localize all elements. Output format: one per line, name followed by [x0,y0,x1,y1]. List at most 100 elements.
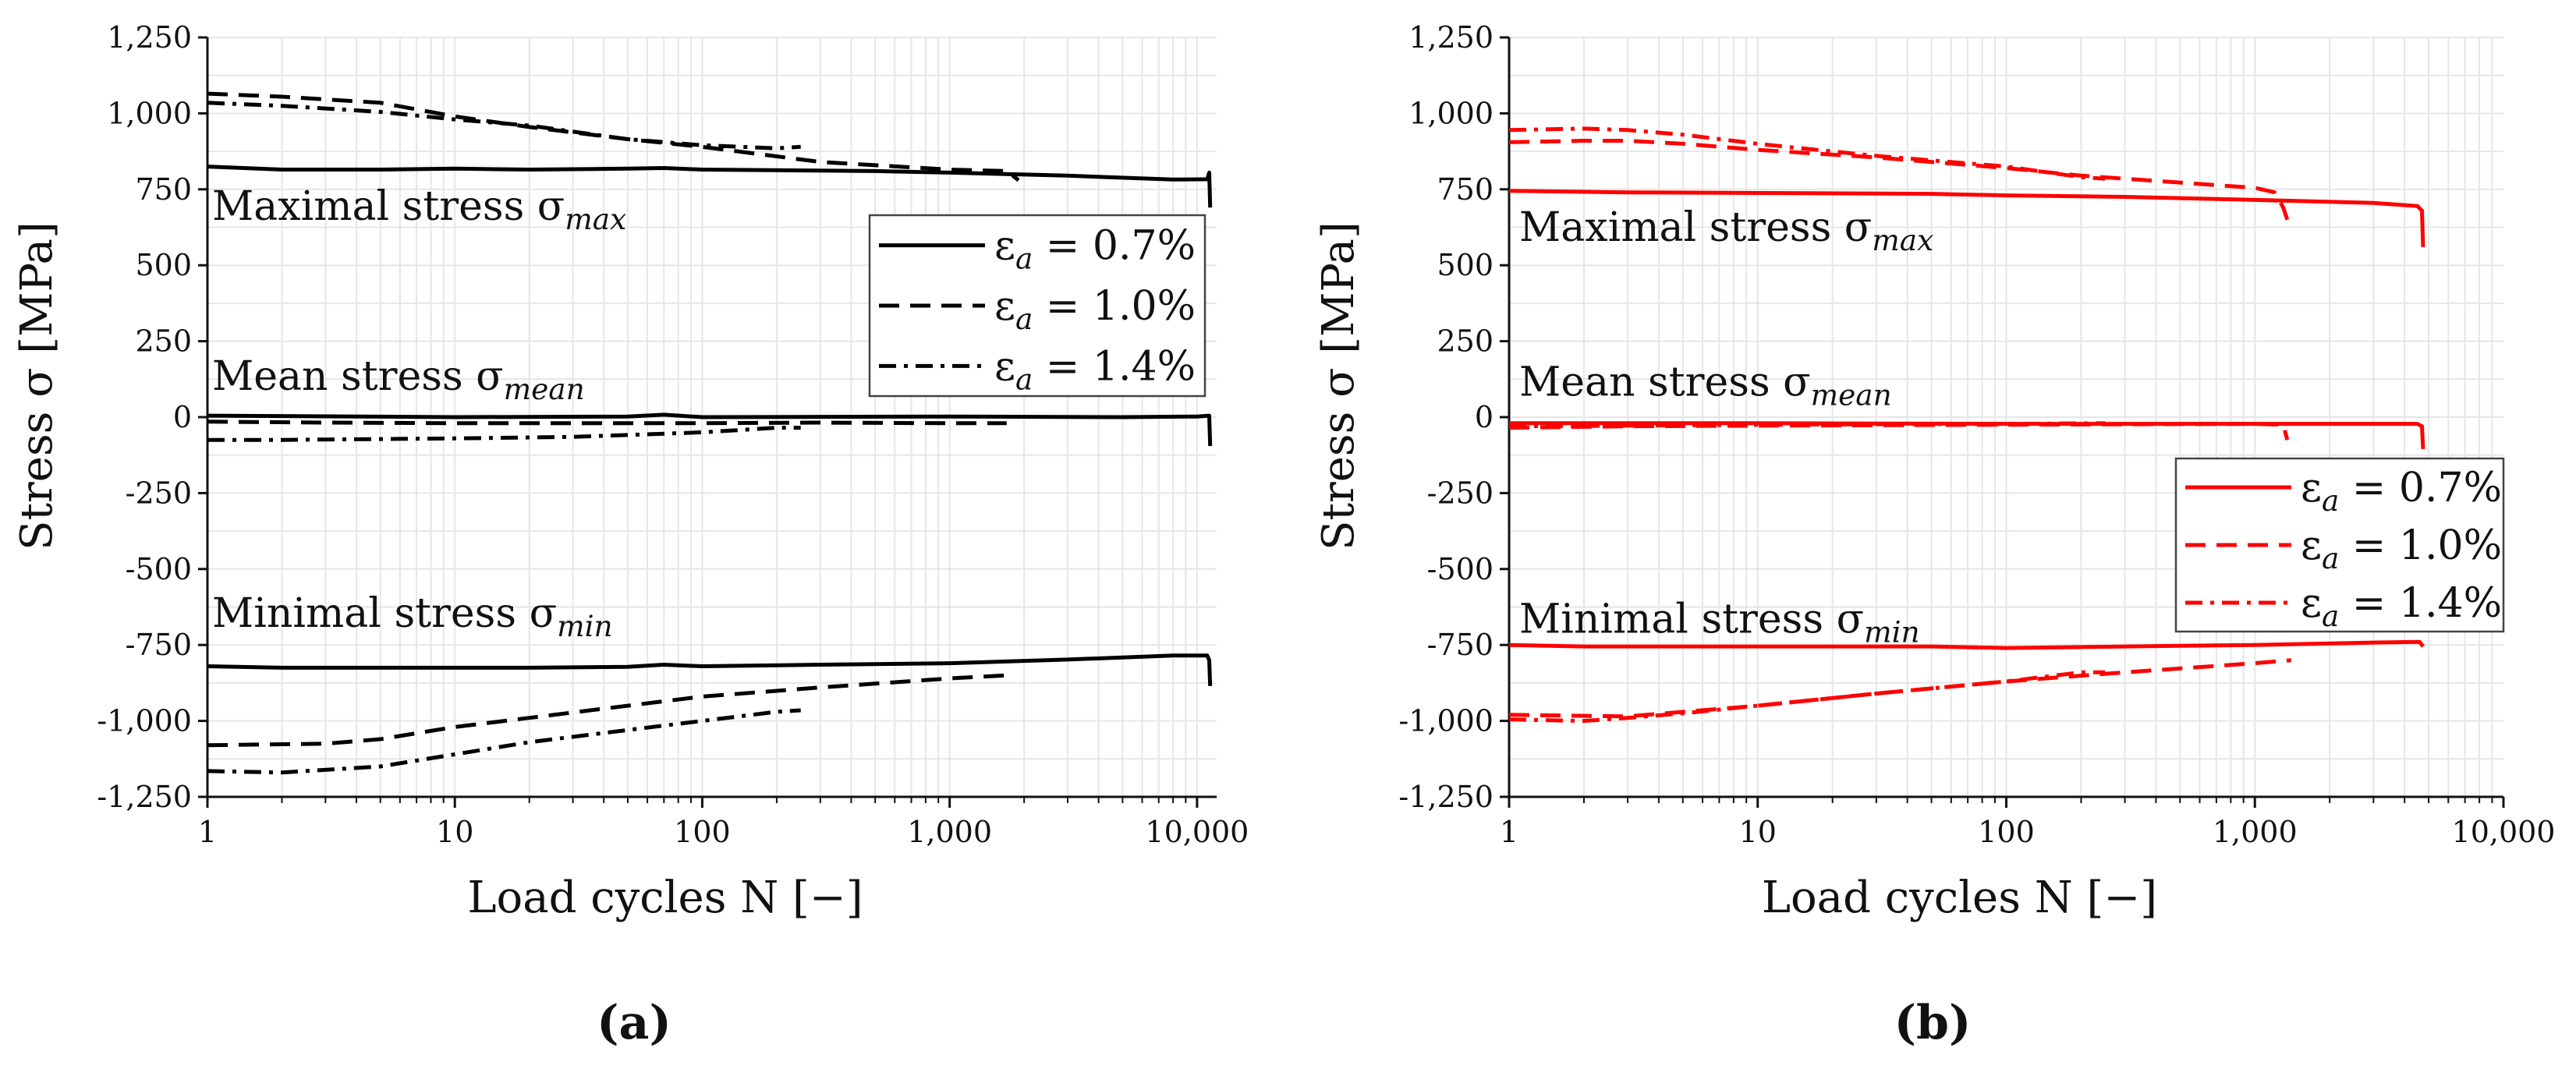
legend-entry-2-main: ε [2301,580,2322,627]
y-tick-label: -1,000 [1398,704,1494,738]
x-tick-label: 10 [436,815,473,849]
y-tick-label: -1,250 [1398,780,1494,814]
annotation-mean: Mean stress σmean [212,353,585,406]
annotation-min: Minimal stress σmin [212,590,613,643]
x-tick-label: 10,000 [2452,815,2556,849]
legend-entry-1-tail: = 1.0% [1033,283,1196,330]
panel-label: (a) [597,996,671,1050]
legend-entry-1-sub: a [1015,302,1033,336]
grid [1508,37,2503,798]
y-tick-label: -250 [126,476,192,510]
y-tick-label: 750 [135,172,192,207]
y-tick-label: 500 [135,248,192,282]
y-tick-label: -250 [1427,476,1494,510]
legend-entry-2: εa = 1.4% [994,343,1196,396]
y-tick-label: 750 [1437,172,1494,207]
chart-panel-b: 1,250 1,000 750 500 250 0 -250 -500 -750 -1,000 -1… [1313,20,2555,1050]
y-axis-label: Stress σ [MPa] [1313,221,1364,550]
legend-entry-1-sub: a [2322,541,2339,575]
x-tick-label: 1 [1500,815,1518,849]
legend-entry-0-main: ε [994,223,1015,270]
legend: εa = 0.7%εa = 1.0%εa = 1.4% [2174,457,2505,633]
x-tick-label: 1,000 [2213,815,2298,849]
series-line-1-4-max [1508,126,2106,181]
legend-entry-2-main: ε [994,343,1015,390]
annotation-max-sub: max [565,202,626,236]
series-line-1-0-min [207,673,1007,748]
x-tick-label: 100 [1978,815,2035,849]
annotation-min-sub: min [557,609,613,643]
annotation-mean-main: Mean stress σ [1519,359,1811,406]
y-tick-label: 250 [135,324,192,359]
annotation-min-sub: min [1864,615,1920,649]
legend-entry-0: εa = 0.7% [994,223,1196,276]
y-tick-label: -1,250 [97,780,192,814]
legend-entry-0-tail: = 0.7% [2339,465,2502,511]
series-line-0-7-max [207,165,1213,208]
annotation-max-main: Maximal stress σ [1519,204,1872,251]
legend-entry-0-tail: = 0.7% [1033,223,1196,270]
y-tick-label: 0 [173,400,192,434]
y-tick-label: 1,250 [107,20,192,55]
series-line-0-7-min [1508,639,2425,650]
series-line-1-0-min [1508,658,2292,719]
y-tick-label: 500 [1437,248,1494,282]
annotation-max-main: Maximal stress σ [212,183,565,230]
legend: εa = 0.7%εa = 1.0%εa = 1.4% [868,214,1207,398]
series-line-1-4-min [1508,670,2106,724]
x-tick-label: 1,000 [907,815,992,849]
y-tick-label: 1,250 [1408,20,1494,55]
legend-entry-1-main: ε [2301,522,2322,569]
x-axis-label: Load cycles N [−] [1762,872,2157,923]
x-tick-label: 10 [1739,815,1777,849]
annotation-max: Maximal stress σmax [1519,204,1933,257]
series-line-1-4-mean [207,426,801,442]
annotation-mean-main: Mean stress σ [212,353,504,400]
y-tick-label: 1,000 [107,96,192,130]
legend-entry-2: εa = 1.4% [2301,580,2502,633]
legend-entry-2-tail: = 1.4% [2339,580,2502,627]
series-line-1-4-max [207,101,801,150]
x-tick-label: 1 [198,815,217,849]
series-line-0-7-max [1508,189,2425,247]
y-tick-label: -500 [126,552,192,586]
legend-entry-2-sub: a [1015,362,1033,396]
series-line-1-0-max [207,91,1020,182]
legend-entry-0-sub: a [2322,483,2339,518]
y-tick-label: -750 [1427,628,1494,662]
annotation-mean: Mean stress σmean [1519,359,1892,412]
y-tick-label: -1,000 [97,704,192,738]
series-line-1-0-mean [207,419,1007,426]
annotation-max: Maximal stress σmax [212,183,626,236]
series-group [1508,126,2425,724]
annotation-min: Minimal stress σmin [1519,596,1920,649]
panel-label: (b) [1894,996,1972,1050]
chart-panel-a: 1,250 1,000 750 500 250 0 -250 -500 -750 -1,000 -1… [12,20,1249,1050]
series-line-1-0-max [1508,139,2290,221]
y-tick-label: 250 [1437,324,1494,359]
legend-entry-0: εa = 0.7% [2301,465,2502,518]
annotation-min-main: Minimal stress σ [212,590,557,637]
legend-entry-0-main: ε [2301,465,2322,511]
annotation-max-sub: max [1872,223,1933,257]
x-axis-label: Load cycles N [−] [467,872,863,923]
legend-entry-1: εa = 1.0% [2301,522,2502,575]
x-tick-label: 100 [674,815,731,849]
legend-entry-1: εa = 1.0% [994,283,1196,336]
series-group [207,91,1213,775]
legend-entry-0-sub: a [1015,242,1033,276]
legend-entry-2-tail: = 1.4% [1033,343,1196,390]
legend-entry-1-main: ε [994,283,1015,330]
legend-entry-1-tail: = 1.0% [2339,522,2502,569]
annotation-min-main: Minimal stress σ [1519,596,1864,643]
series-line-0-7-min [207,653,1213,686]
y-tick-label: -500 [1427,552,1494,586]
legend-entry-2-sub: a [2322,599,2339,633]
annotation-mean-sub: mean [1811,378,1892,412]
series-line-0-7-mean [207,412,1213,447]
series-line-1-4-mean [1508,421,2106,429]
y-axis-label: Stress σ [MPa] [12,221,62,550]
y-tick-label: 0 [1475,400,1494,434]
x-tick-label: 10,000 [1145,815,1249,849]
